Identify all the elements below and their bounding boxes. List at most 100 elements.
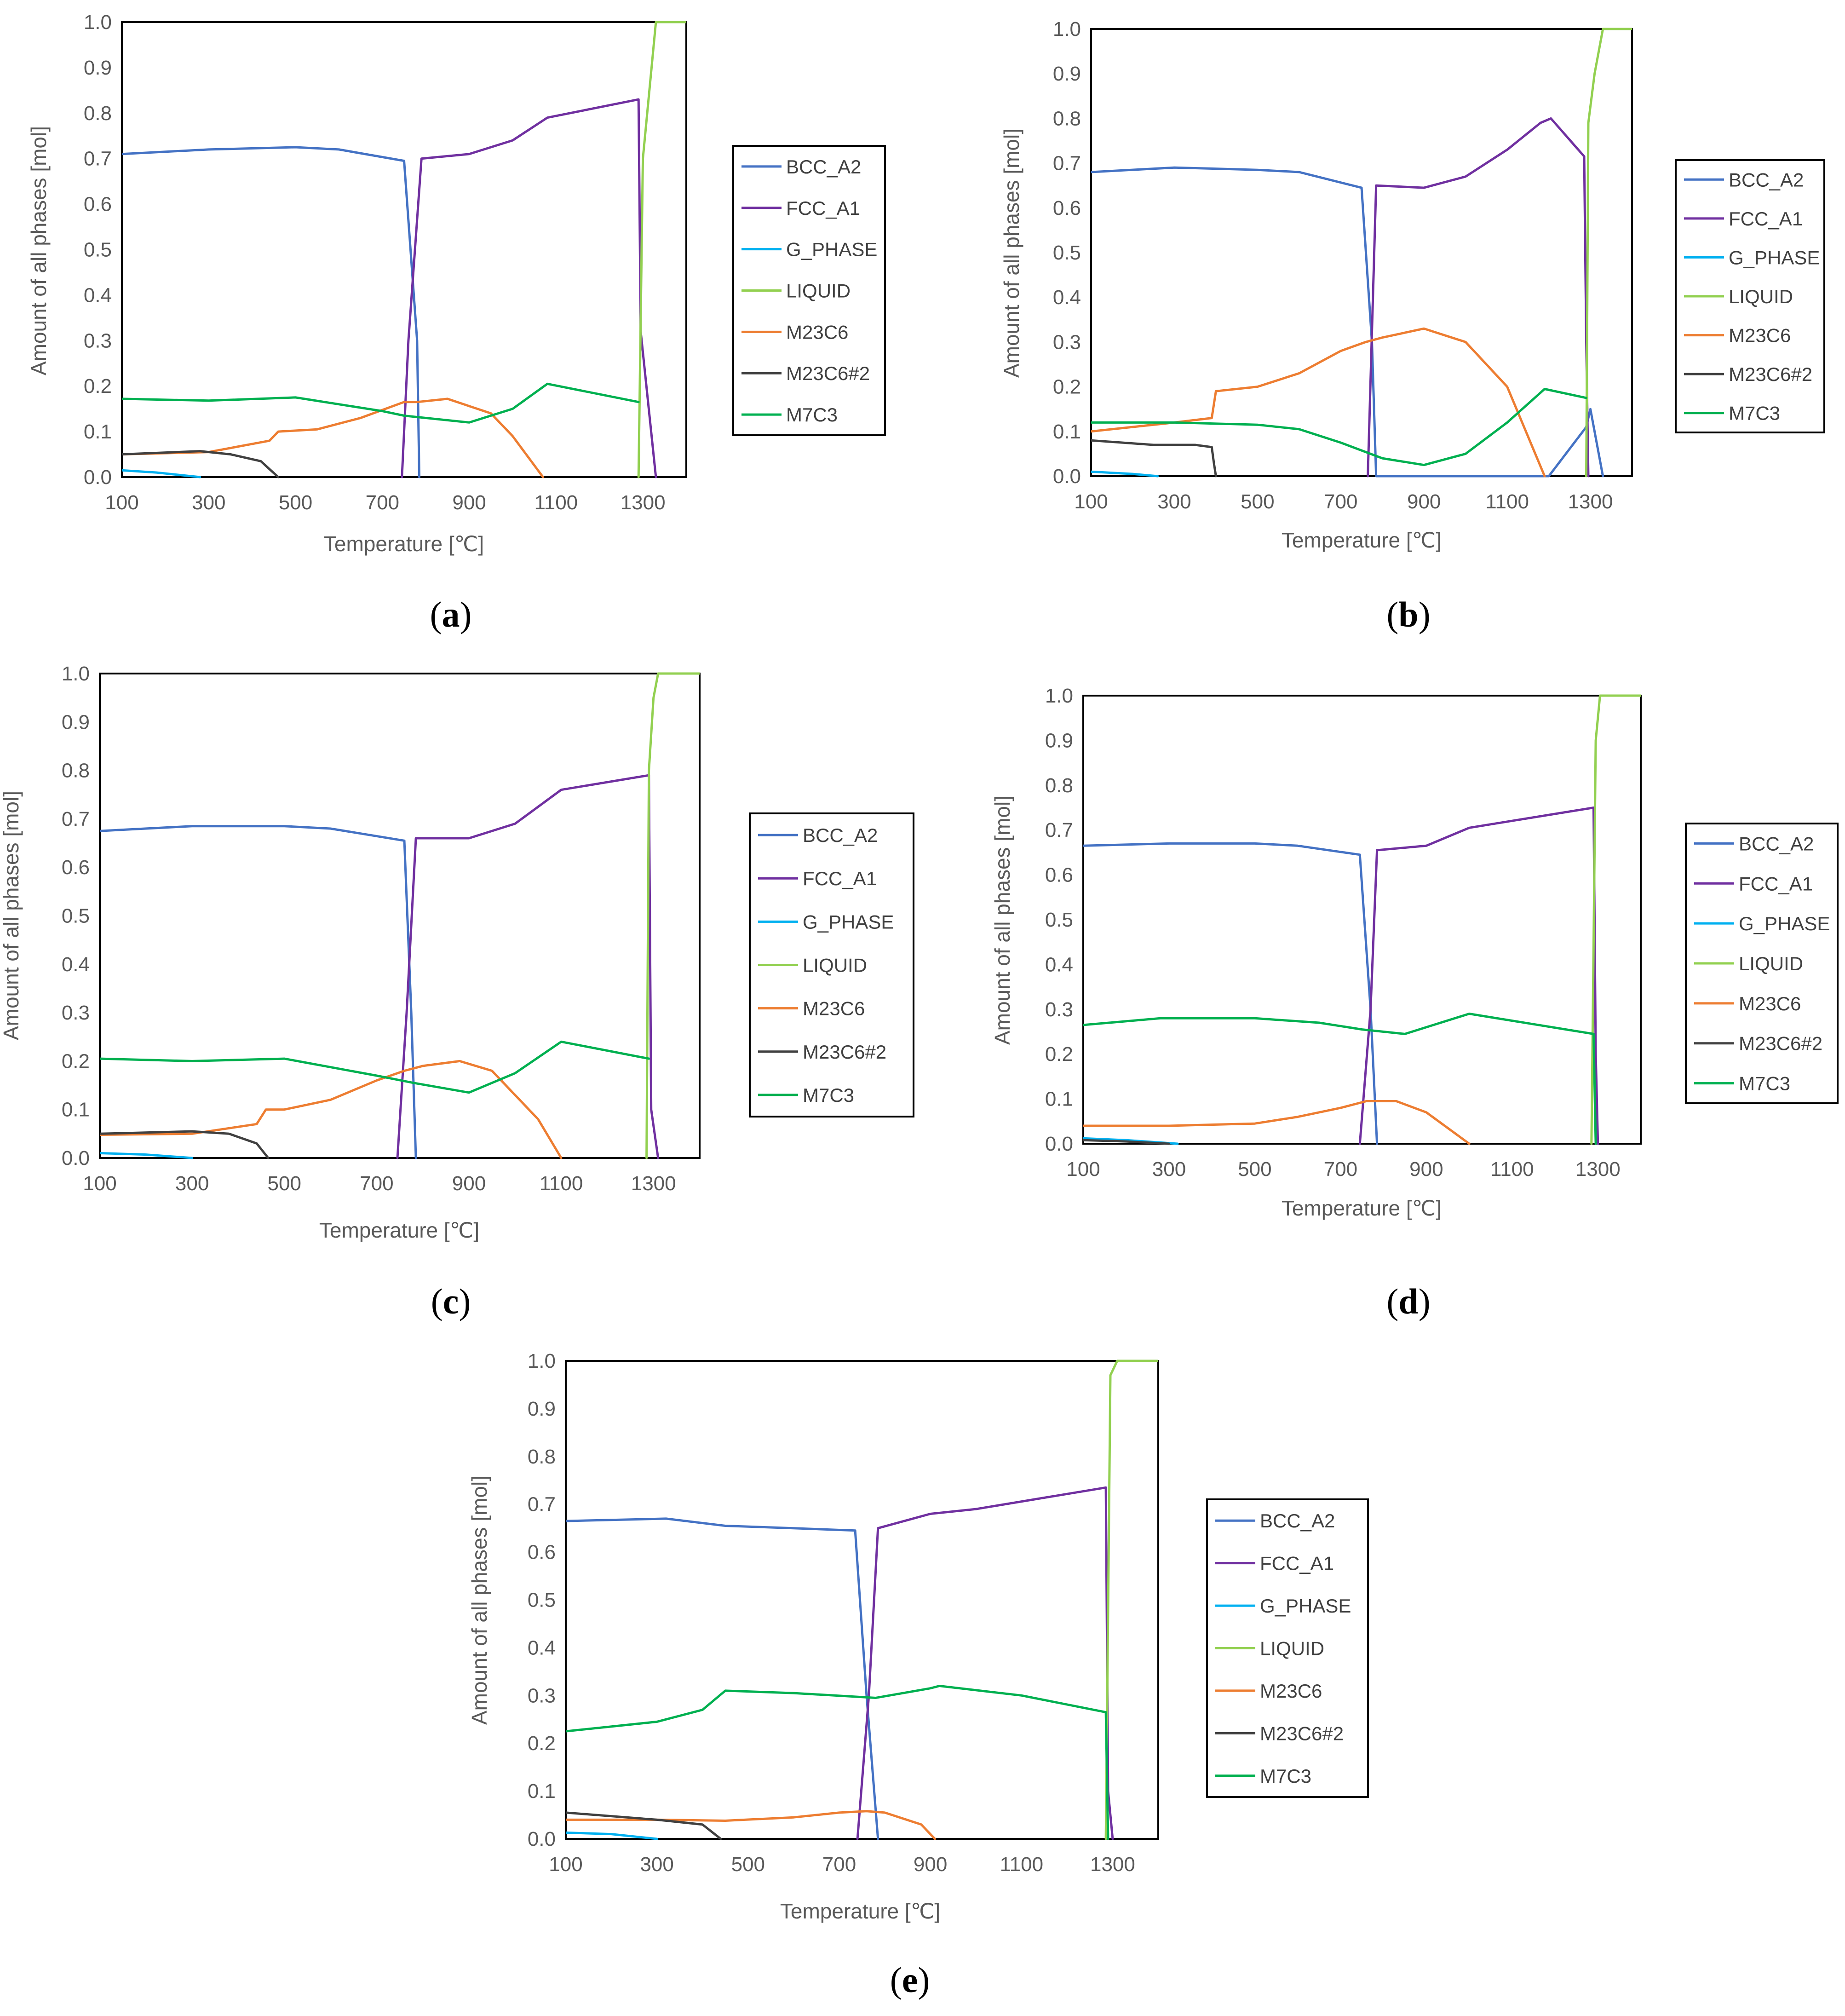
x-axis-title: Temperature [℃] <box>324 532 484 556</box>
legend: BCC_A2 FCC_A1 G_PHASE LIQUID M23C6 M23C6#2 M7C… <box>1206 1498 1369 1798</box>
legend-entry: LIQUID <box>1729 286 1793 307</box>
series-line-g_phase <box>122 469 201 478</box>
y-tick-label: 0.4 <box>62 953 90 976</box>
y-tick-label: 0.4 <box>1053 286 1081 309</box>
y-tick-label: 1.0 <box>1045 685 1073 707</box>
series-line-m23c6-2 <box>1083 1139 1170 1145</box>
chart-panel-a: 0.0 0.1 0.2 0.3 0.4 0.5 0.6 0.7 0.8 0.9 1.0 100 300 5… <box>27 11 886 634</box>
x-axis-title: Temperature [℃] <box>780 1899 940 1923</box>
x-axis-title: Temperature [℃] <box>319 1218 479 1242</box>
y-tick-label: 0.8 <box>528 1446 556 1468</box>
legend-entry: G_PHASE <box>1739 913 1830 934</box>
series-lines <box>100 672 700 1159</box>
series-line-liquid <box>637 21 686 478</box>
legend-entry: BCC_A2 <box>786 156 861 178</box>
panel-label: (a) <box>430 594 472 634</box>
series-line-g_phase <box>1091 470 1159 478</box>
y-tick-label: 0.8 <box>84 102 112 125</box>
y-tick-label: 0.7 <box>84 148 112 170</box>
series-line-m7c3 <box>1083 1013 1597 1145</box>
y-tick-label: 0.0 <box>84 466 112 489</box>
y-axis-title: Amount of all phases [mol] <box>27 126 51 375</box>
y-tick-label: 0.0 <box>62 1147 90 1169</box>
legend: BCC_A2 FCC_A1 G_PHASE LIQUID M23C6 M23C6#2 M7C… <box>749 812 914 1117</box>
y-tick-label: 0.2 <box>1045 1043 1073 1066</box>
y-tick-label: 0.5 <box>1053 242 1081 264</box>
series-line-m23c6 <box>1083 1100 1471 1145</box>
x-tick-label: 300 <box>1157 490 1191 513</box>
x-tick-label: 700 <box>1324 490 1357 513</box>
x-tick-label: 1300 <box>621 491 666 514</box>
x-tick-label: 1100 <box>535 491 578 514</box>
y-tick-label: 0.4 <box>84 284 112 306</box>
y-tick-label: 0.7 <box>1045 819 1073 841</box>
legend-entry: LIQUID <box>1260 1638 1324 1659</box>
series-line-m23c6-2 <box>1091 439 1217 478</box>
x-tick-label: 900 <box>914 1853 947 1876</box>
y-tick-label: 0.2 <box>1053 376 1081 398</box>
y-tick-label: 0.4 <box>1045 953 1073 976</box>
legend-entry: M7C3 <box>803 1084 854 1106</box>
y-tick-label: 0.7 <box>528 1493 556 1516</box>
legend-entry: LIQUID <box>803 955 867 976</box>
y-tick-label: 0.6 <box>84 193 112 216</box>
y-tick-label: 0.9 <box>84 57 112 79</box>
y-tick-label: 0.3 <box>528 1684 556 1707</box>
chart-panel-b: 0.0 0.1 0.2 0.3 0.4 0.5 0.6 0.7 0.8 0.9 1.0 100 300 5… <box>1000 18 1825 634</box>
y-axis-title: Amount of all phases [mol] <box>990 795 1014 1045</box>
y-tick-label: 0.8 <box>1045 774 1073 797</box>
series-line-liquid <box>645 672 700 1159</box>
series-lines <box>1083 694 1641 1145</box>
y-tick-label: 0.2 <box>62 1050 90 1072</box>
legend: BCC_A2 FCC_A1 G_PHASE LIQUID M23C6 M23C6#2 M7C… <box>732 145 886 436</box>
legend: BCC_A2 FCC_A1 G_PHASE LIQUID M23C6 M23C6#2 M7C… <box>1675 159 1825 433</box>
y-tick-label: 0.1 <box>1045 1088 1073 1111</box>
y-tick-label: 0.5 <box>84 239 112 261</box>
y-tick-label: 0.1 <box>528 1780 556 1803</box>
series-line-g_phase <box>566 1832 658 1840</box>
y-tick-label: 0.5 <box>1045 909 1073 931</box>
x-tick-label: 100 <box>549 1853 582 1876</box>
legend-entry: LIQUID <box>786 280 851 302</box>
legend-entry: M7C3 <box>1729 403 1780 424</box>
x-tick-label: 700 <box>360 1172 393 1195</box>
legend-entry: FCC_A1 <box>786 197 860 219</box>
x-tick-label: 1100 <box>1485 490 1529 513</box>
legend-entry: BCC_A2 <box>803 824 878 846</box>
x-tick-label: 1300 <box>1575 1158 1621 1181</box>
x-tick-label: 500 <box>279 491 312 514</box>
y-tick-label: 1.0 <box>1053 18 1081 40</box>
legend-entry: G_PHASE <box>786 239 877 260</box>
series-line-m7c3 <box>100 1040 650 1094</box>
legend-entry: M23C6#2 <box>1729 363 1812 385</box>
x-tick-label: 900 <box>452 491 486 514</box>
y-tick-label: 0.5 <box>528 1589 556 1612</box>
x-tick-label: 500 <box>1241 490 1274 513</box>
panel-label: (b) <box>1386 594 1430 634</box>
x-tick-label: 300 <box>640 1853 673 1876</box>
y-tick-label: 0.8 <box>62 760 90 782</box>
x-tick-label: 300 <box>175 1172 209 1195</box>
x-tick-label: 1300 <box>631 1172 676 1195</box>
plot-area <box>99 673 701 1159</box>
legend-entry: G_PHASE <box>803 911 894 933</box>
y-tick-label: 0.7 <box>62 808 90 830</box>
x-tick-label: 1100 <box>1490 1158 1534 1181</box>
legend-entry: M23C6#2 <box>1260 1722 1344 1744</box>
y-tick-label: 0.9 <box>62 711 90 733</box>
plot-area <box>1090 28 1633 477</box>
y-tick-label: 0.4 <box>528 1636 556 1659</box>
legend-entry: M7C3 <box>786 404 838 426</box>
y-tick-label: 0.6 <box>528 1541 556 1564</box>
legend-entry: M7C3 <box>1260 1765 1311 1787</box>
y-tick-label: 0.0 <box>528 1828 556 1850</box>
legend-entry: M23C6#2 <box>1739 1033 1822 1054</box>
y-tick-label: 0.6 <box>1045 864 1073 887</box>
series-line-liquid <box>1104 1359 1158 1840</box>
chart-panel-c: 0.0 0.1 0.2 0.3 0.4 0.5 0.6 0.7 0.8 0.9 1.0 100 300 5… <box>0 662 914 1321</box>
series-lines <box>566 1359 1158 1840</box>
chart-panel-e: 0.0 0.1 0.2 0.3 0.4 0.5 0.6 0.7 0.8 0.9 1.0 100 300 5… <box>467 1350 1369 2000</box>
series-lines <box>122 21 686 478</box>
y-tick-label: 0.1 <box>1053 420 1081 443</box>
